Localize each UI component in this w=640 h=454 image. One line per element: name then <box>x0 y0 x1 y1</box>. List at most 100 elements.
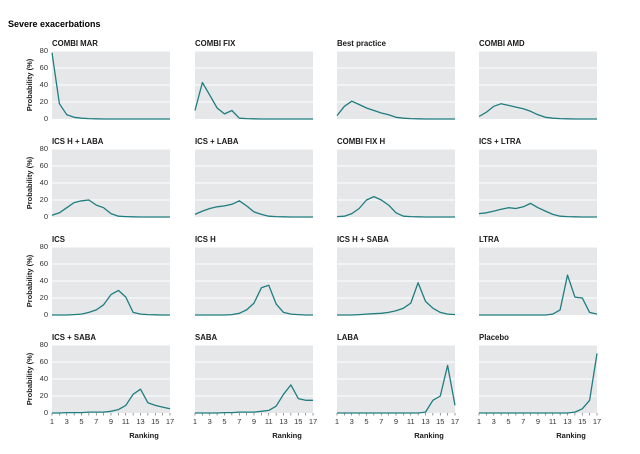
x-axis-label: Ranking <box>414 431 444 440</box>
x-tick-label: 11 <box>122 417 130 426</box>
y-tick-label: 80 <box>40 242 48 251</box>
x-tick-label: 13 <box>136 417 144 426</box>
panel-title: COMBI FIX <box>195 39 236 48</box>
panel-title: ICS H + SABA <box>337 235 389 244</box>
x-tick-label: 5 <box>506 417 510 426</box>
series-line <box>52 388 171 414</box>
y-tick-label: 80 <box>40 340 48 349</box>
panel-title: Placebo <box>479 333 509 342</box>
series-line <box>51 199 170 218</box>
x-axis-label: Ranking <box>556 431 586 440</box>
x-axis-label: Ranking <box>129 431 159 440</box>
panel-title: LTRA <box>479 235 500 244</box>
y-tick-label: 60 <box>40 161 48 170</box>
panel-combi-fix-h: COMBI FIX H <box>336 137 455 218</box>
y-axis-label: Probability (%) <box>25 254 34 307</box>
y-tick-label: 20 <box>40 293 48 302</box>
y-axis-label: Probability (%) <box>25 352 34 405</box>
x-tick-label: 11 <box>407 417 415 426</box>
y-tick-label: 40 <box>40 276 48 285</box>
y-tick-label: 60 <box>40 63 48 72</box>
x-tick-label: 3 <box>350 417 354 426</box>
series-line <box>52 289 170 316</box>
panel-ltra: LTRA <box>479 235 598 316</box>
x-tick-label: 1 <box>477 417 481 426</box>
panel-title: COMBI AMD <box>479 39 525 48</box>
panel-best-practice: Best practice <box>336 39 455 120</box>
y-tick-label: 80 <box>40 46 48 55</box>
x-tick-label: 13 <box>563 417 571 426</box>
panel-ics-plus-laba: ICS + LABA <box>194 137 313 218</box>
series-line <box>479 353 598 414</box>
series-line <box>194 81 313 120</box>
series-line <box>478 103 597 120</box>
x-tick-label: 9 <box>109 417 113 426</box>
series-line <box>195 384 313 414</box>
x-tick-label: 3 <box>492 417 496 426</box>
series-line <box>337 282 456 316</box>
x-tick-label: 9 <box>394 417 398 426</box>
panel-title: ICS + LTRA <box>479 137 521 146</box>
y-tick-label: 60 <box>40 259 48 268</box>
x-tick-label: 5 <box>364 417 368 426</box>
series-line <box>479 274 598 316</box>
series-line <box>194 200 313 218</box>
panel-title: SABA <box>195 333 217 342</box>
x-tick-label: 3 <box>65 417 69 426</box>
y-tick-label: 40 <box>40 80 48 89</box>
panel-ics: ICS 0 20 40 60 80 Probability (%) <box>25 235 170 319</box>
y-tick-label: 20 <box>40 195 48 204</box>
series-line <box>195 284 313 316</box>
panel-title: COMBI MAR <box>52 39 98 48</box>
panel-ics-plus-ltra: ICS + LTRA <box>478 137 597 218</box>
panel-title: COMBI FIX H <box>337 137 385 146</box>
panel-combi-amd: COMBI AMD <box>478 39 597 120</box>
figure-title: Severe exacerbations <box>8 19 101 29</box>
x-tick-label: 5 <box>79 417 83 426</box>
x-tick-label: 15 <box>294 417 302 426</box>
panel-title: ICS <box>52 235 65 244</box>
x-tick-label: 7 <box>521 417 525 426</box>
x-tick-label: 7 <box>237 417 241 426</box>
panel-combi-mar: COMBI MAR 0 20 40 60 80 Probability (%) <box>25 39 170 123</box>
x-tick-label: 7 <box>379 417 383 426</box>
y-tick-label: 0 <box>44 212 48 221</box>
y-tick-label: 40 <box>40 374 48 383</box>
x-tick-label: 11 <box>265 417 273 426</box>
panel-title: ICS H + LABA <box>52 137 104 146</box>
x-tick-label: 13 <box>279 417 287 426</box>
panel-combi-fix: COMBI FIX <box>194 39 313 120</box>
panel-ics-h-plus-saba: ICS H + SABA <box>337 235 456 316</box>
y-tick-label: 0 <box>44 114 48 123</box>
x-tick-label: 1 <box>193 417 197 426</box>
series-line <box>337 364 456 414</box>
x-tick-label: 15 <box>151 417 159 426</box>
x-tick-label: 9 <box>252 417 256 426</box>
x-tick-label: 17 <box>166 417 174 426</box>
x-tick-label: 11 <box>549 417 557 426</box>
panel-title: ICS + LABA <box>195 137 239 146</box>
series-line <box>336 195 455 218</box>
x-tick-label: 9 <box>536 417 540 426</box>
y-tick-label: 20 <box>40 97 48 106</box>
series-line <box>51 52 170 120</box>
panel-title: ICS H <box>195 235 216 244</box>
x-axis-label: Ranking <box>272 431 302 440</box>
y-axis-label: Probability (%) <box>25 156 34 209</box>
panel-title: LABA <box>337 333 359 342</box>
x-tick-label: 5 <box>222 417 226 426</box>
panel-title: Best practice <box>337 39 387 48</box>
x-tick-label: 1 <box>50 417 54 426</box>
x-tick-label: 1 <box>335 417 339 426</box>
y-axis-label: Probability (%) <box>25 58 34 111</box>
y-tick-label: 0 <box>44 408 48 417</box>
x-tick-label: 17 <box>451 417 459 426</box>
y-tick-label: 60 <box>40 357 48 366</box>
x-tick-label: 7 <box>94 417 98 426</box>
y-tick-label: 40 <box>40 178 48 187</box>
x-tick-label: 17 <box>593 417 601 426</box>
